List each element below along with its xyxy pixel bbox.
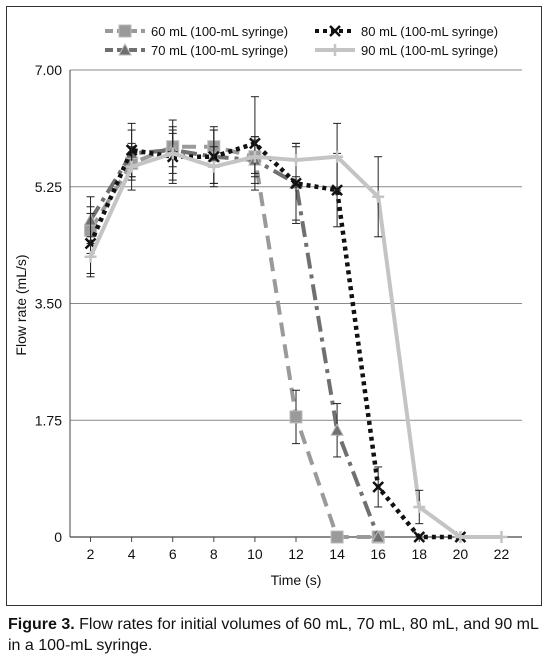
- data-point-plus: [166, 147, 179, 160]
- data-point-plus: [207, 160, 220, 173]
- data-point-x: [290, 177, 302, 190]
- y-tick-label: 1.75: [35, 412, 62, 428]
- data-point-x-stroke: [290, 177, 302, 190]
- data-point-plus: [125, 160, 138, 173]
- data-point-square: [289, 410, 303, 424]
- figure-frame: [6, 6, 542, 606]
- series-line: [88, 144, 379, 539]
- legend-label: 80 mL (100-mL syringe): [361, 24, 498, 39]
- data-point-x: [329, 25, 341, 37]
- caption-label: Figure 3.: [8, 616, 75, 633]
- legend-item: 60 mL (100-mL syringe): [105, 24, 288, 39]
- axes: 0 1.75 3.50 5.25 7.00 2 4 6 8 10 12 14 16 18 20 22: [35, 62, 510, 562]
- x-tick-label: 2: [87, 546, 95, 562]
- x-axis-label: Time (s): [271, 572, 322, 588]
- data-point-x-stroke: [372, 481, 385, 493]
- x-tick-label: 20: [453, 546, 469, 562]
- legend-label: 90 mL (100-mL syringe): [361, 43, 498, 58]
- data-point-plus: [454, 531, 467, 543]
- y-tick-label: 0: [54, 529, 62, 545]
- data-point-x-stroke: [329, 25, 341, 37]
- data-point-plus: [84, 250, 97, 263]
- legend: 60 mL (100-mL syringe) 80 mL (100-mL syri…: [105, 24, 498, 58]
- x-tick-label: 6: [169, 546, 177, 562]
- data-point-plus: [248, 150, 261, 163]
- x-tick-label: 14: [329, 546, 345, 562]
- flow-rate-chart: 0 1.75 3.50 5.25 7.00 2 4 6 8 10 12 14 16 18 20 22 60 m…: [13, 24, 522, 588]
- series-line: [88, 148, 381, 538]
- data-point-triangle: [330, 423, 344, 436]
- y-axis-label: Flow rate (mL/s): [13, 254, 29, 355]
- data-point-plus: [372, 190, 385, 203]
- x-tick-label: 8: [210, 546, 218, 562]
- series-4: [84, 122, 508, 543]
- data-point-plus: [331, 150, 344, 163]
- x-tick-label: 4: [128, 546, 136, 562]
- legend-item: 90 mL (100-mL syringe): [315, 43, 498, 58]
- data-point-square: [330, 530, 344, 544]
- x-tick-label: 22: [494, 546, 510, 562]
- legend-item: 70 mL (100-mL syringe): [105, 42, 288, 58]
- y-tick-label: 7.00: [35, 62, 62, 78]
- y-tick-label: 5.25: [35, 179, 62, 195]
- x-tick-label: 18: [411, 546, 427, 562]
- series-line: [88, 141, 461, 540]
- x-tick-label: 16: [370, 546, 386, 562]
- grid-lines: [70, 69, 522, 538]
- data-point-plus: [413, 500, 426, 513]
- x-tick-label: 10: [247, 546, 263, 562]
- data-point-triangle: [118, 42, 132, 56]
- series-2: [83, 119, 386, 543]
- data-point-x: [413, 531, 426, 543]
- figure-caption: Figure 3. Flow rates for initial volumes…: [8, 614, 544, 656]
- y-tick-label: 3.50: [35, 296, 62, 312]
- caption-text: Flow rates for initial volumes of 60 mL,…: [8, 616, 539, 654]
- legend-label: 70 mL (100-mL syringe): [151, 43, 288, 58]
- data-point-triangle: [371, 529, 386, 543]
- data-point-plus: [290, 154, 302, 167]
- data-point-plus: [495, 531, 508, 543]
- series-layer: [83, 96, 508, 544]
- legend-item: 80 mL (100-mL syringe): [315, 24, 498, 39]
- data-point-plus: [329, 44, 341, 56]
- legend-label: 60 mL (100-mL syringe): [151, 24, 288, 39]
- data-point-x: [372, 481, 385, 493]
- x-tick-label: 12: [288, 546, 304, 562]
- data-point-x-stroke: [413, 531, 426, 543]
- data-point-square: [118, 24, 132, 38]
